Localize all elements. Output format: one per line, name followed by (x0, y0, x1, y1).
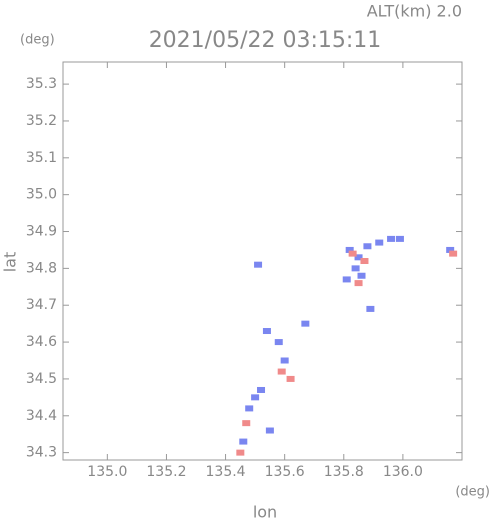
echo-point (395, 235, 404, 242)
echo-point (301, 320, 310, 327)
echo-point (262, 328, 271, 335)
y-tick-label: 35.1 (26, 150, 57, 166)
y-tick-label: 34.6 (26, 334, 57, 350)
echo-point (242, 420, 251, 427)
echo-point (357, 272, 366, 279)
y-tick-label: 35.0 (26, 187, 57, 203)
y-tick-label: 34.9 (26, 224, 57, 240)
echo-point (354, 280, 363, 287)
y-tick-label: 34.8 (26, 260, 57, 276)
echo-point (363, 243, 372, 250)
x-axis-label: lon (253, 503, 277, 521)
echo-point (280, 357, 289, 364)
x-tick-label: 135.2 (146, 464, 186, 480)
echo-point (360, 258, 369, 264)
y-tick-label: 34.3 (26, 445, 57, 461)
echo-point (354, 254, 363, 261)
echo-point (251, 394, 260, 401)
echo-point (239, 438, 248, 445)
echo-point (366, 305, 375, 312)
echo-point (375, 239, 384, 246)
x-tick-label: 135.8 (324, 464, 364, 480)
y-tick-label: 34.7 (26, 297, 57, 313)
echo-point (286, 375, 295, 382)
x-tick-label: 135.0 (87, 464, 127, 480)
y-axis-label: lat (1, 252, 20, 273)
y-tick-label: 34.4 (26, 408, 57, 424)
x-tick-label: 135.6 (265, 464, 305, 480)
echo-point (348, 250, 357, 257)
echo-point (245, 405, 254, 412)
plot-frame (62, 61, 463, 461)
x-tick-label: 136.0 (383, 464, 423, 480)
echo-point (257, 386, 266, 393)
y-unit: (deg) (20, 33, 55, 48)
y-tick-label: 35.2 (26, 113, 57, 129)
echo-point (277, 368, 286, 375)
echo-point (387, 235, 396, 242)
echo-point (351, 265, 360, 272)
echo-point (236, 449, 245, 456)
y-tick-label: 34.5 (26, 371, 57, 387)
echo-point (342, 276, 351, 283)
y-tick-label: 35.3 (26, 76, 57, 92)
echo-point (449, 250, 458, 257)
echo-point (274, 339, 283, 346)
echo-point (254, 261, 263, 268)
echo-point (345, 246, 354, 253)
altitude-label: ALT(km) 2.0 (367, 2, 462, 21)
chart-title: 2021/05/22 03:15:11 (149, 28, 382, 53)
x-tick-label: 135.4 (206, 464, 246, 480)
echo-point (265, 427, 274, 434)
echo-point (446, 246, 455, 253)
x-unit: (deg) (455, 485, 490, 500)
